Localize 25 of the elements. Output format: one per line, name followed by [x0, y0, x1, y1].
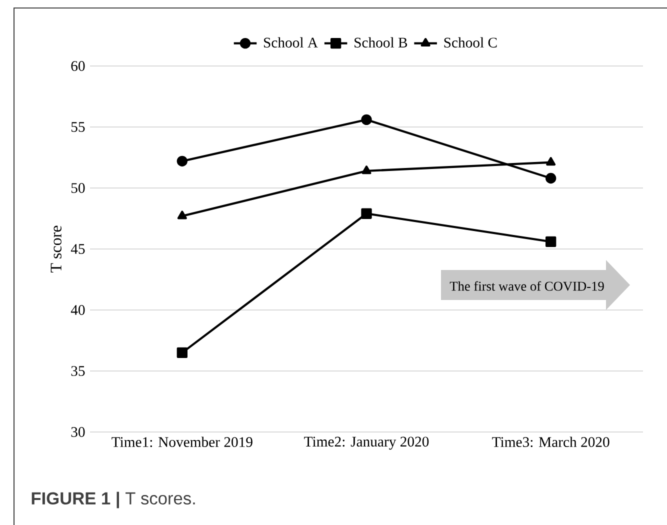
point — [177, 210, 187, 220]
y-axis-title: T score — [50, 226, 62, 272]
y-tick-label: 55 — [71, 122, 85, 132]
point — [546, 157, 556, 166]
point — [176, 347, 188, 358]
y-tick-label: 40 — [70, 305, 85, 315]
point — [176, 156, 188, 166]
point — [546, 236, 556, 248]
annotation: The first wave of COVID-19 — [450, 281, 604, 291]
legend-label: School A — [264, 37, 318, 48]
y-tick-label: 35 — [71, 366, 85, 376]
point — [361, 208, 372, 219]
point — [361, 114, 372, 126]
text: FIGURE 1 | T scores. — [32, 492, 195, 508]
x-tick-label: Time1: November 2019 — [112, 436, 252, 448]
legend-label: School C — [444, 37, 497, 48]
y-tick-label: 30 — [71, 427, 85, 437]
y-tick-label: 50 — [71, 183, 85, 193]
x-tick-label: Time3: March 2020 — [492, 436, 610, 448]
legend-label: School B — [354, 37, 408, 48]
x-tick-label: Time2: January 2020 — [304, 436, 429, 450]
y-tick-label: 60 — [71, 61, 85, 71]
point — [546, 172, 556, 184]
point — [362, 166, 372, 174]
y-tick-label: 45 — [70, 244, 85, 254]
